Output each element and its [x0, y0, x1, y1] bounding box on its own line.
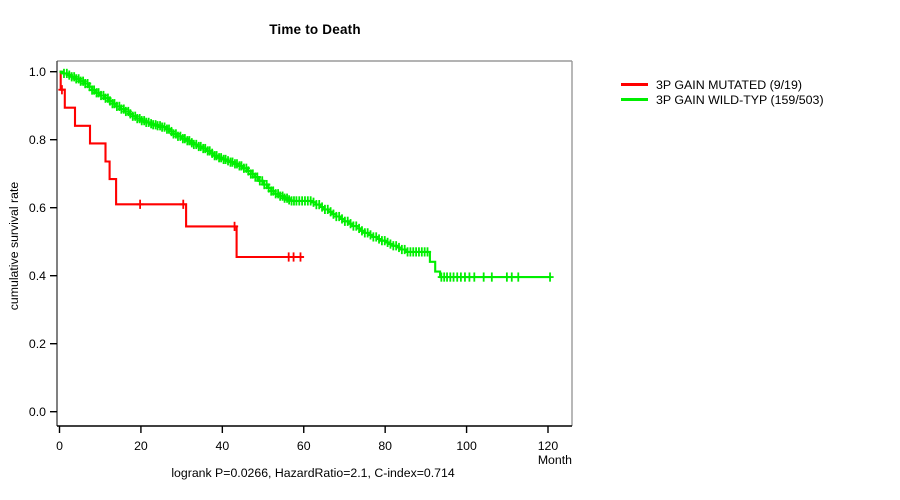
stats-caption: logrank P=0.0266, HazardRatio=2.1, C-ind…	[171, 466, 455, 480]
y-tick-label: 0.2	[29, 337, 46, 351]
y-axis-label: cumulative survival rate	[7, 181, 21, 311]
y-tick-label: 0.6	[29, 201, 46, 215]
legend-item-mutated: 3P GAIN MUTATED (9/19)	[621, 77, 824, 92]
legend-line-swatch-red	[621, 83, 648, 86]
x-tick-label: 20	[134, 439, 148, 453]
x-tick-label: 40	[215, 439, 229, 453]
legend: 3P GAIN MUTATED (9/19) 3P GAIN WILD-TYP …	[621, 77, 824, 107]
x-axis-unit-label: Month	[537, 453, 572, 467]
legend-label-mutated: 3P GAIN MUTATED (9/19)	[656, 77, 802, 92]
survival-curve-wild-typ	[59, 70, 551, 279]
legend-line-swatch-green	[621, 98, 648, 101]
x-tick-label: 120	[538, 439, 559, 453]
y-tick-label: 0.4	[29, 269, 46, 283]
x-tick-label: 80	[378, 439, 392, 453]
survival-curve-mutated	[59, 70, 304, 259]
x-tick-label: 60	[297, 439, 311, 453]
y-tick-label: 1.0	[29, 65, 46, 79]
x-tick-label: 100	[456, 439, 477, 453]
x-tick-label: 0	[56, 439, 63, 453]
legend-item-wild-typ: 3P GAIN WILD-TYP (159/503)	[621, 92, 824, 107]
y-tick-label: 0.0	[29, 405, 46, 419]
y-tick-label: 0.8	[29, 133, 46, 147]
legend-label-wild-typ: 3P GAIN WILD-TYP (159/503)	[656, 92, 824, 107]
chart-title: Time to Death	[269, 22, 361, 37]
